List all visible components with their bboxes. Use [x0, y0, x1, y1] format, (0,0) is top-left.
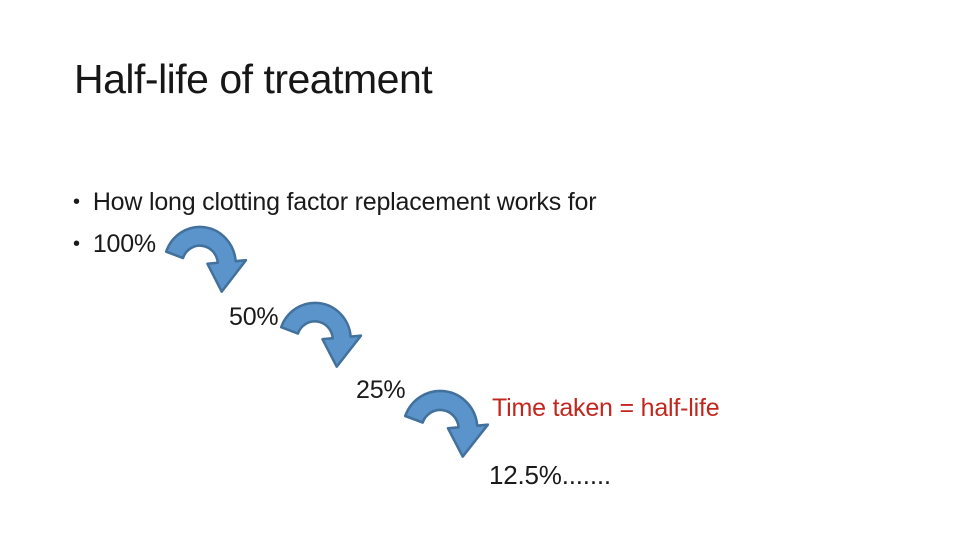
step-label-25: 25%	[356, 376, 406, 404]
curved-arrow-shape	[164, 225, 248, 293]
bullet-item-100-percent: • 100%	[73, 230, 156, 259]
bullet-dot-icon: •	[73, 191, 80, 213]
curved-arrow-shape	[279, 301, 363, 368]
half-life-annotation: Time taken = half-life	[492, 394, 720, 422]
curved-down-arrow-icon	[164, 225, 248, 293]
step-label-50: 50%	[229, 303, 279, 331]
bullet-dot-icon: •	[73, 233, 80, 255]
curved-arrow-shape	[403, 389, 490, 458]
curved-down-arrow-icon	[279, 301, 363, 368]
curved-down-arrow-icon	[403, 389, 490, 458]
slide-title: Half-life of treatment	[74, 56, 433, 102]
final-percentage: 12.5%.......	[489, 460, 611, 490]
bullet-text: How long clotting factor replacement wor…	[92, 188, 597, 216]
bullet-text: 100%	[92, 230, 156, 258]
bullet-item-how-long: • How long clotting factor replacement w…	[73, 188, 597, 217]
